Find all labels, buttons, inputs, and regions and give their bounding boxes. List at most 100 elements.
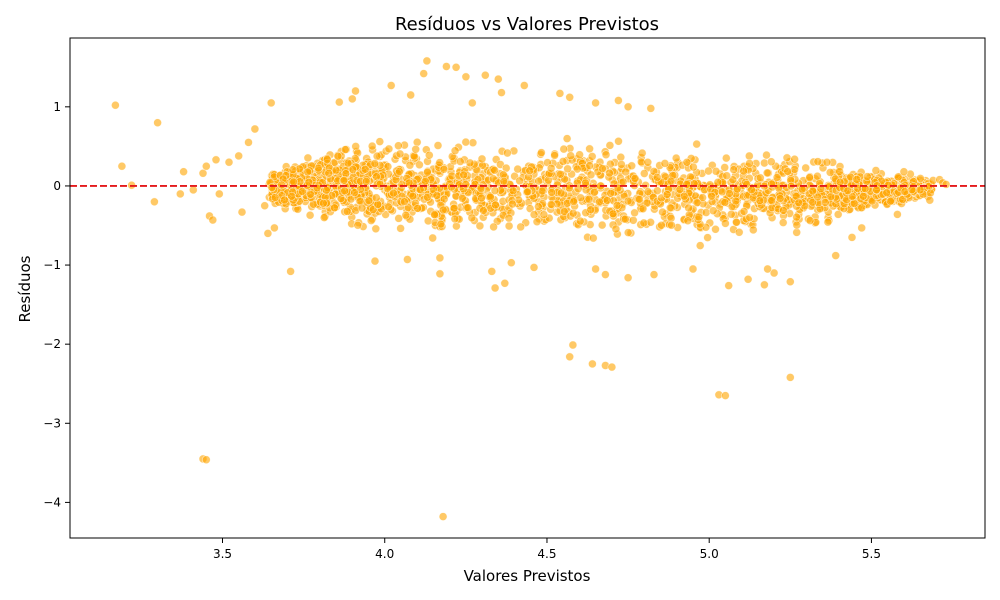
data-point [643,158,653,167]
data-point [343,158,353,168]
data-point [435,253,445,263]
data-point [372,172,381,181]
data-point [451,63,461,72]
data-point [581,178,590,188]
data-point [477,154,487,164]
data-point [794,198,804,208]
data-point [529,210,539,219]
data-point [461,72,471,82]
data-point [322,155,332,164]
data-point [467,213,477,223]
data-point [532,217,542,226]
data-point [493,74,503,84]
axes-layer: 3.5 4.0 4.5 5.0 5.5 1 0 −1 −2 −3 −4 [43,37,986,561]
data-point [449,203,459,213]
data-point [558,157,568,166]
data-point [623,228,633,237]
data-point [724,281,734,290]
data-point [607,362,617,372]
data-point [630,208,639,218]
data-point [467,98,477,108]
data-point [813,192,823,202]
data-point [386,81,396,90]
data-point [778,218,788,227]
data-point [682,158,692,167]
data-point [720,163,730,172]
data-point [468,138,478,147]
data-point [585,161,594,170]
data-point [704,166,713,176]
data-point [590,188,599,197]
data-point [572,164,582,174]
data-point [280,195,289,205]
data-point [813,171,822,181]
data-point [785,277,795,287]
data-point [455,157,465,166]
data-point [224,157,234,167]
data-point [489,222,498,232]
data-point [637,148,647,158]
data-point [725,189,734,198]
data-point [915,185,925,195]
x-axis-label: Valores Previstos [464,567,591,585]
data-point [694,212,704,222]
data-point [396,224,405,233]
data-point [586,205,596,214]
data-point [941,180,951,189]
data-point [150,197,159,207]
data-point [435,269,445,279]
data-point [745,213,755,222]
data-point [515,176,524,186]
data-point [525,166,535,175]
data-point [334,97,344,107]
data-point [490,283,500,293]
data-point [459,170,469,180]
data-point [504,213,514,223]
data-point [591,98,600,108]
data-point [424,150,434,160]
data-point [843,186,853,196]
y-tick-label: 0 [53,179,61,193]
data-point [835,167,844,176]
data-point [620,214,630,224]
data-point [726,210,736,219]
data-point [732,184,742,194]
data-point [404,178,414,188]
data-point [490,166,499,175]
data-point [423,193,432,202]
data-point [442,62,451,71]
data-point [450,214,460,224]
data-point [805,216,815,225]
data-point [598,164,607,173]
data-point [267,183,277,192]
data-point [627,161,637,171]
data-point [189,185,198,195]
data-point [720,198,730,207]
data-point [707,191,716,201]
data-point [361,177,371,186]
data-point [907,185,917,195]
data-point [270,223,279,233]
data-point [660,159,670,168]
data-point [372,151,382,161]
data-point [760,158,769,168]
data-point [463,203,473,212]
data-point [202,161,211,171]
data-point [591,264,600,274]
data-point [575,150,584,159]
data-point [546,200,556,209]
data-point [769,268,779,278]
data-point [882,188,892,197]
data-point [584,194,594,204]
data-point [682,180,692,189]
data-point [353,220,363,230]
data-point [508,186,518,195]
data-point [565,352,575,362]
data-point [384,202,393,212]
data-point [684,203,693,213]
data-point [438,512,448,521]
data-point [688,264,698,274]
data-point [721,219,730,228]
data-point [847,192,857,201]
